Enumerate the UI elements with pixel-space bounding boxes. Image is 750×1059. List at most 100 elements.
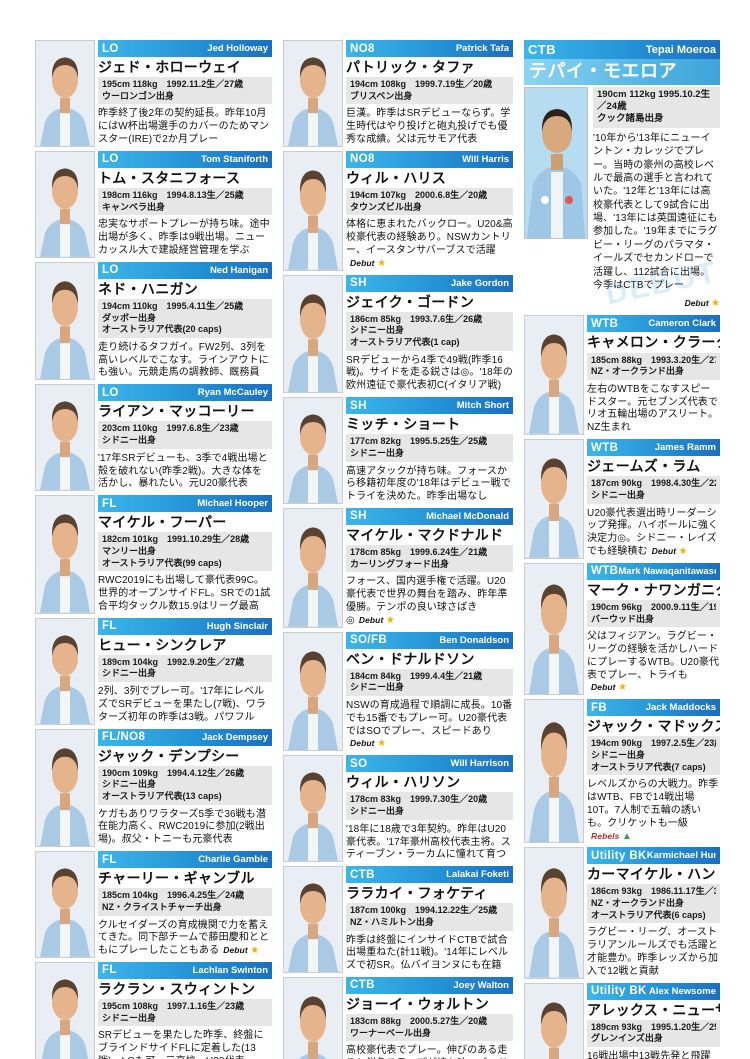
- player-photo: [35, 617, 95, 725]
- position-label: LO: [102, 153, 119, 166]
- player-name-ja: ジェームズ・ラム: [587, 458, 701, 475]
- badge-star-icon: ★: [678, 545, 688, 557]
- player-name-ja: マイケル・フーパー: [98, 514, 227, 531]
- position-label: SO/FB: [350, 634, 388, 647]
- player-name-en: Jack Dempsey: [201, 731, 268, 743]
- card-header-bar: SH Michael McDonald: [346, 507, 513, 525]
- player-avatar-graphic: [36, 41, 94, 146]
- badge-label: Debut: [350, 738, 375, 749]
- player-caps: オーストラリア代表(1 cap): [350, 336, 460, 347]
- player-stats: 194cm 108kg 1999.7.19生／20歳: [350, 79, 493, 90]
- player-description: 忠実なサポートプレーが持ち味。途中出場が多く、昨季は9戦出場。ニューカッスル大で…: [98, 219, 272, 257]
- player-name-ja: ウィル・ハリソン: [346, 774, 461, 791]
- player-name-ja: アレックス・ニューサム: [587, 1001, 720, 1018]
- player-description: '17年SRデビューも、3季で4戦出場と殻を破れない(昨季2戦)。大きな体を活か…: [98, 453, 272, 491]
- player-caps: オーストラリア代表(99 caps): [102, 557, 222, 568]
- player-name-en: Joey Walton: [453, 979, 509, 991]
- badge-label: Debut: [358, 614, 384, 625]
- player-avatar-graphic: [284, 632, 342, 751]
- player-avatar-graphic: [36, 496, 94, 613]
- card-header-bar: FL Charlie Gamble: [98, 851, 272, 869]
- player-name-ja: ウィル・ハリス: [346, 169, 447, 186]
- player-photo: [283, 631, 343, 752]
- player-stats: 203cm 110kg 1997.6.8生／23歳: [102, 423, 239, 434]
- player-name-ja: ジェイク・ゴードン: [346, 293, 475, 310]
- badge-star-icon: ★: [377, 257, 387, 269]
- player-stats-box: 189cm 93kg 1995.1.20生／25歳 グレンインズ出身: [587, 1019, 720, 1048]
- player-birthplace: キャンベラ出身: [102, 201, 166, 212]
- position-label: Utility BK: [591, 849, 647, 862]
- player-description: クルセイダーズの育成機関で力を蓄えてきた。同下部チームで藤田慶和とともにプレーし…: [98, 920, 272, 958]
- card-header-bar: SH Jake Gordon: [346, 274, 513, 292]
- player-description: 体格に恵まれたバックロー。U20&高校豪代表の経験あり。NSWカントリー、イース…: [346, 219, 513, 270]
- player-description: NSWの育成過程で順調に成長。10番でも15番でもプレー可。U20豪代表ではSO…: [346, 700, 513, 751]
- card-header-bar: LO Tom Staniforth: [98, 150, 272, 168]
- player-birthplace: シドニー出身: [591, 489, 646, 500]
- player-name-en: Alex Newsome: [648, 985, 716, 997]
- player-description: SRデビューを果たした昨季、終盤にブラインドサイドFLに定着した(13戦)。LO…: [98, 1030, 272, 1059]
- player-birthplace: タウンズビル出身: [350, 201, 422, 212]
- position-label: Utility BK: [591, 985, 647, 998]
- card-header-bar: FB Jack Maddocks: [587, 699, 720, 717]
- column-left: LO Jed Holloway ジェド・ホローウェイ 195cm 118kg 1…: [35, 40, 272, 1059]
- card-content: LO Ryan McCauley ライアン・マッコーリー 203cm 110kg…: [98, 384, 272, 491]
- player-stats: 184cm 84kg 1999.4.4生／21歳: [350, 670, 483, 681]
- player-stats: 185cm 104kg 1996.4.25生／24歳: [102, 890, 245, 901]
- player-description: フォース、国内選手権で活躍。U20豪代表で世界の舞台を踏み、昨年準優勝。テンポの…: [346, 576, 513, 627]
- player-birthplace: カーリングフォード出身: [350, 558, 450, 569]
- card-header-bar: LO Ned Hanigan: [98, 261, 272, 279]
- player-photo: [35, 728, 95, 848]
- player-birthplace: NZ・ハミルトン出身: [350, 916, 434, 927]
- player-name-en: Mitch Short: [456, 400, 509, 412]
- player-name-ja: ラクラン・スウィントン: [98, 980, 256, 997]
- column-right: CTB Tepai Moeroa テパイ・モエロア 190cm 11: [524, 40, 720, 1059]
- player-description: 走り続けるタフガイ。FW2列、3列を高いレベルでこなす。ラインアウトにも強い。元…: [98, 342, 272, 380]
- player-avatar-graphic: [36, 151, 94, 257]
- player-stats-box: 194cm 90kg 1997.2.5生／23歳 シドニー出身 オーストラリア代…: [587, 736, 720, 776]
- player-description: '18年に18歳で3年契約。昨年はU20豪代表。'17年豪州高校代表主将。スティ…: [346, 824, 513, 862]
- badge: Debut ★: [652, 545, 688, 557]
- player-photo: [283, 150, 343, 271]
- player-avatar-graphic: [525, 440, 583, 558]
- player-name-en: Lalakai Foketi: [446, 869, 509, 881]
- player-stats: 195cm 108kg 1997.1.16生／23歳: [102, 1001, 245, 1012]
- player-name-ja: トム・スタニフォース: [98, 169, 241, 186]
- player-avatar-graphic: [36, 962, 94, 1059]
- badge-star-icon: ★: [711, 298, 720, 310]
- position-label: SH: [350, 510, 367, 523]
- player-card: FL Lachlan Swinton ラクラン・スウィントン 195cm 108…: [35, 961, 272, 1059]
- player-stats: 190cm 112kg 1995.10.2生／24歳: [597, 88, 711, 113]
- card-content: CTB Lalakai Foketi ララカイ・フォケティ 187cm 100k…: [346, 866, 513, 973]
- player-stats-box: 195cm 118kg 1992.11.2生／27歳 ウーロンゴン出身: [98, 77, 272, 105]
- position-label: WTB: [591, 441, 619, 454]
- player-photo: [524, 439, 584, 559]
- player-description: 16戦出場中13戦先発と飛躍した昨季(加入2季目)。バックスリーのすべてでプレー…: [587, 1051, 720, 1059]
- player-name-en: Tom Staniforth: [201, 153, 268, 165]
- card-header-bar: WTB Cameron Clark: [587, 315, 720, 333]
- player-name-en: James Ramm: [654, 442, 716, 454]
- player-description: 左右のWTBをこなすスピードスター。元セブンズ代表でリオ五輪出場のアスリート。N…: [587, 384, 720, 435]
- card-content: CTB Joey Walton ジョーイ・ウォルトン 183cm 88kg 20…: [346, 976, 513, 1059]
- card-content: Utility BK Alex Newsome アレックス・ニューサム 189c…: [587, 982, 720, 1059]
- card-header-bar: FL Michael Hooper: [98, 495, 272, 513]
- player-name-ja: ミッチ・ショート: [346, 416, 461, 433]
- card-header-bar: FL Hugh Sinclair: [98, 617, 272, 635]
- position-label: LO: [102, 42, 119, 55]
- player-card: FL Michael Hooper マイケル・フーパー 182cm 101kg …: [35, 495, 272, 614]
- player-description-text: 体格に恵まれたバックロー。U20&高校豪代表の経験あり。NSWカントリー、イース…: [346, 219, 513, 256]
- player-birthplace: シドニー出身: [350, 682, 405, 693]
- player-description-text: 走り続けるタフガイ。FW2列、3列を高いレベルでこなす。ラインアウトにも強い。元…: [98, 341, 269, 379]
- player-birthplace: シドニー出身: [591, 749, 646, 760]
- player-description-text: フォース、国内選手権で活躍。U20豪代表で世界の舞台を踏み、昨年準優勝。テンポの…: [346, 576, 508, 626]
- player-birthplace: バーウッド出身: [591, 613, 655, 624]
- player-avatar-graphic: [284, 151, 342, 270]
- card-header-bar: Utility BK Alex Newsome: [587, 982, 720, 1000]
- card-content: SH Jake Gordon ジェイク・ゴードン 186cm 85kg 1993…: [346, 274, 513, 394]
- player-birthplace: ダッボー出身: [102, 312, 157, 323]
- player-description-text: ラグビー・リーグ、オーストラリアンルールズでも活躍と才能豊か。昨季レッズから加入…: [587, 927, 719, 977]
- player-card: FB Jack Maddocks ジャック・マドックス 194cm 90kg 1…: [524, 699, 720, 844]
- player-avatar-graphic: [525, 87, 587, 238]
- player-name-ja: ジャック・デンプシー: [98, 747, 240, 764]
- player-name-en: Mark Nawaqanitawase: [618, 565, 716, 577]
- player-name-ja: マイケル・マクドナルド: [346, 526, 504, 543]
